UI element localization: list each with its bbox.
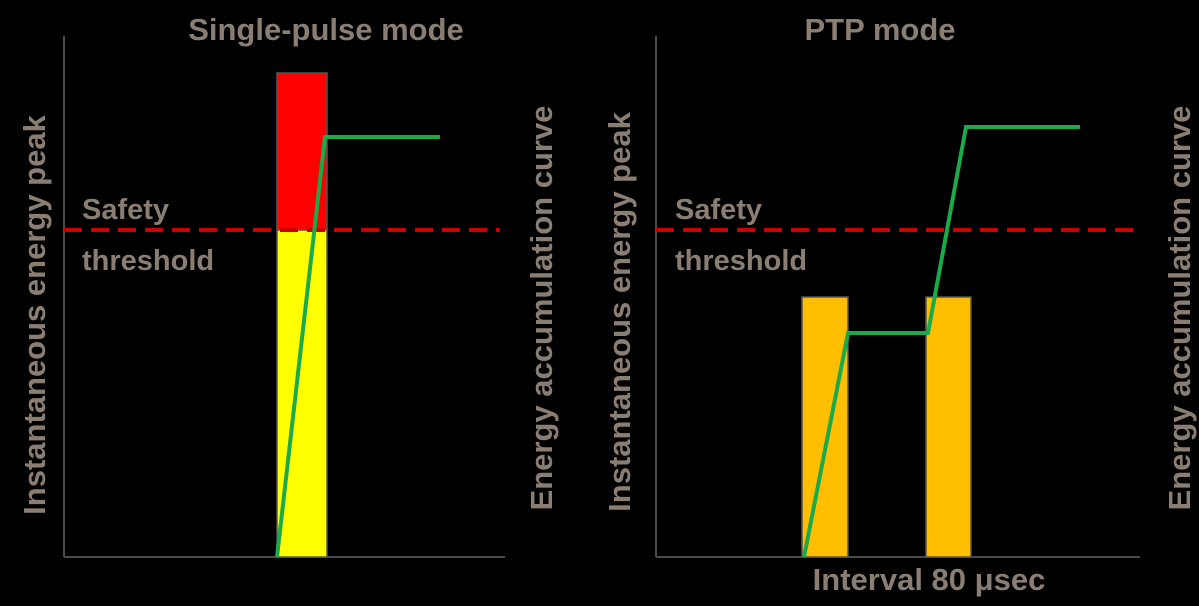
ptp-pulse-bar-2 xyxy=(925,296,972,558)
threshold-label-line1: Safety xyxy=(82,194,169,226)
panel-title: PTP mode xyxy=(804,12,955,47)
left-axis-label: Instantaneous energy peak xyxy=(17,114,52,514)
threshold-label-line2: threshold xyxy=(675,245,807,277)
threshold-label-line2: threshold xyxy=(82,245,214,277)
interval-label: Interval 80 μsec xyxy=(813,562,1046,597)
right-axis-label: Energy accumulation curve xyxy=(1162,106,1197,511)
left-axis-label: Instantaneous energy peak xyxy=(602,111,637,511)
pulse-bar-under-threshold xyxy=(276,229,328,558)
energy-accumulation-curve xyxy=(802,125,1080,558)
right-axis-label: Energy accumulation curve xyxy=(524,106,559,511)
energy-accumulation-curve xyxy=(275,135,440,558)
ptp-pulse-bar-1 xyxy=(801,296,849,558)
panel-ptp: PTP mode Safety threshold Instantaneous … xyxy=(602,12,1197,597)
threshold-label-line1: Safety xyxy=(675,194,762,226)
panel-title: Single-pulse mode xyxy=(188,12,464,47)
panel-single-pulse: Single-pulse mode Safety threshold Insta… xyxy=(17,12,559,558)
pulse-bar-over-threshold xyxy=(276,72,328,231)
